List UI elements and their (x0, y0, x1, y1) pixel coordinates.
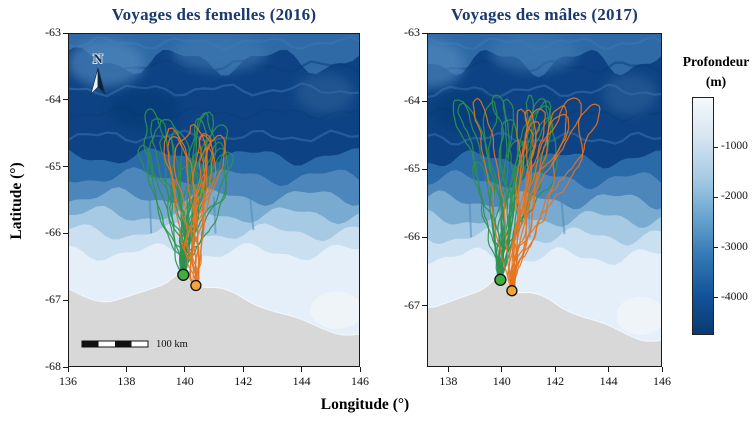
x-tick-label: 144 (292, 374, 311, 388)
colorbar-tick-label: -2000 (721, 190, 748, 203)
ice-patch (616, 296, 662, 335)
x-tick (554, 367, 556, 372)
voyage-track-green (498, 119, 522, 281)
voyage-track-orange (183, 147, 217, 287)
y-tick-label: -66 (404, 229, 420, 244)
x-tick (67, 367, 69, 372)
panel-title-males: Voyages des mâles (2017) (451, 5, 638, 24)
panel-title-females: Voyages des femelles (2016) (111, 5, 317, 24)
voyage-track-green (452, 99, 505, 281)
map-females: N 100 km (68, 33, 360, 367)
colorbar-tick-label: -1000 (721, 140, 748, 153)
colony-orange-dot (506, 285, 518, 297)
y-tick-label: -63 (45, 25, 61, 39)
colony-green-dot (177, 268, 190, 281)
y-tick-label: -64 (404, 93, 420, 108)
voyage-track-orange (508, 120, 541, 292)
colony-orange-dot (190, 279, 202, 292)
colorbar-gradient (692, 97, 714, 335)
scale-bar: 100 km (81, 339, 188, 350)
y-tick-label: -65 (404, 161, 420, 176)
colorbar-tick (714, 146, 718, 148)
x-tick (125, 367, 127, 372)
x-tick-label: 146 (653, 374, 671, 388)
voyage-track-orange (173, 123, 207, 287)
x-tick-label: 138 (439, 374, 458, 388)
x-tick (501, 367, 503, 372)
x-tick-label: 146 (351, 374, 369, 388)
colorbar-tick (714, 247, 718, 249)
voyage-track-green (170, 130, 191, 276)
voyage-track-orange (509, 108, 528, 292)
tracks-layer (137, 108, 235, 287)
scale-bar-label: 100 km (156, 339, 188, 350)
voyage-track-green (497, 105, 551, 281)
x-tick-label: 140 (492, 374, 511, 388)
colorbar-tick-label: -4000 (721, 290, 748, 303)
x-tick (242, 367, 244, 372)
x-tick (301, 367, 303, 372)
colorbar-tick (714, 196, 718, 198)
x-tick-label: 142 (234, 374, 253, 388)
colorbar-title: Profondeur (m) (660, 52, 754, 93)
y-tick-label: -67 (404, 297, 420, 312)
x-tick-label: 142 (546, 374, 565, 388)
x-tick-label: 140 (175, 374, 194, 388)
x-tick (184, 367, 186, 372)
voyage-track-green (181, 124, 229, 276)
voyage-track-orange (511, 104, 567, 292)
colorbar-tick-label: -3000 (721, 240, 748, 253)
voyage-track-green (457, 102, 505, 281)
x-tick-label: 144 (599, 374, 618, 388)
north-letter: N (93, 51, 103, 66)
x-tick (608, 367, 610, 372)
voyage-track-green (179, 111, 215, 276)
voyage-track-green (143, 108, 186, 276)
tracks-layer (452, 94, 601, 292)
colorbar-title-line1: Profondeur (682, 54, 750, 69)
x-tick (447, 367, 449, 372)
x-tick-label: 136 (59, 374, 77, 388)
voyage-track-orange (472, 97, 514, 292)
x-tick (359, 367, 361, 372)
y-axis-label: Latitude (°) (8, 162, 25, 240)
north-arrow: N (90, 50, 106, 96)
voyage-track-orange (509, 103, 601, 292)
y-tick-label: -66 (45, 225, 61, 240)
y-tick-label: -64 (45, 91, 61, 106)
x-axis-label: Longitude (°) (320, 396, 410, 413)
y-tick-label: -65 (45, 158, 61, 173)
y-tick-label: -67 (45, 292, 61, 307)
y-tick-label: -68 (45, 359, 61, 373)
y-tick-label: -63 (404, 25, 420, 39)
x-tick-label: 138 (117, 374, 136, 388)
voyage-track-orange (163, 127, 198, 287)
ice-patch (310, 291, 360, 329)
voyage-track-orange (167, 135, 200, 287)
map-males (427, 33, 662, 367)
voyage-track-green (471, 161, 504, 281)
colony-green-dot (494, 273, 507, 286)
land-antarctica (427, 277, 662, 367)
colorbar-title-line2: (m) (705, 74, 727, 90)
map-frame (68, 33, 360, 367)
colorbar-tick (714, 297, 718, 299)
map-frame (427, 33, 662, 367)
x-tick (661, 367, 663, 372)
